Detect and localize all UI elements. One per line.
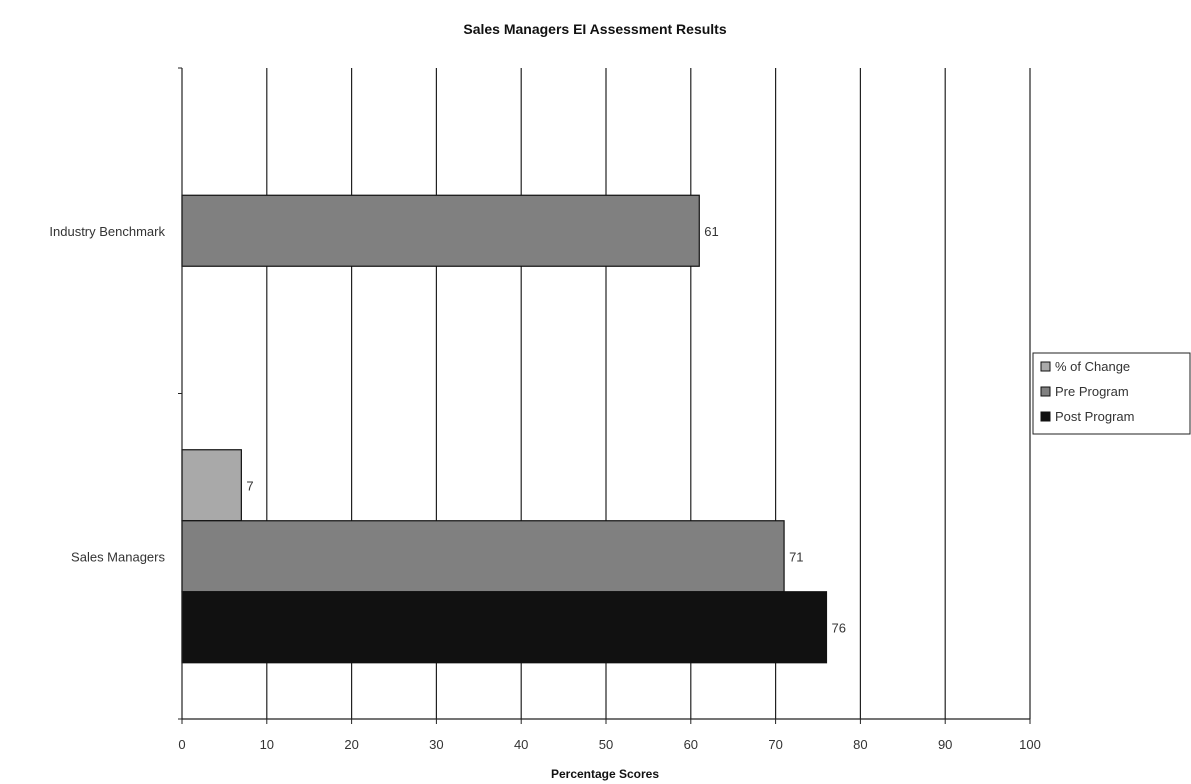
x-tick-label-10: 10	[260, 737, 274, 752]
x-tick-label-60: 60	[684, 737, 698, 752]
data-label-sales-managers-of-change: 7	[246, 478, 253, 493]
data-label-industry-benchmark-pre-program: 61	[704, 224, 718, 239]
x-tick-label-100: 100	[1019, 737, 1041, 752]
legend-label-of-change: % of Change	[1055, 359, 1130, 374]
legend-box	[1032, 352, 1191, 435]
x-tick-label-0: 0	[178, 737, 185, 752]
legend-label-post-program: Post Program	[1055, 409, 1134, 424]
legend-swatch-post-program	[1040, 411, 1051, 422]
bars	[181, 194, 828, 664]
x-tick-label-20: 20	[344, 737, 358, 752]
x-tick-label-40: 40	[514, 737, 528, 752]
bar-industry-benchmark-pre-program	[181, 194, 700, 267]
gridlines	[266, 68, 1031, 719]
legend-swatch-pre-program	[1040, 386, 1051, 397]
labels: 0 10 20 30 40 50 60 70 80 90 100 7 71 76 Sales Manager…	[49, 224, 1040, 752]
data-label-sales-managers-post-program: 76	[831, 620, 845, 635]
bar-sales-managers-pre-program	[181, 520, 785, 593]
x-axis-title: Percentage Scores	[551, 767, 659, 781]
axes	[178, 67, 1031, 724]
x-tick-label-90: 90	[938, 737, 952, 752]
legend-swatch-of-change	[1040, 361, 1051, 372]
chart-title: Sales Managers EI Assessment Results	[463, 21, 726, 37]
x-tick-label-50: 50	[599, 737, 613, 752]
legend: % of Change Pre Program Post Program	[1032, 352, 1191, 435]
category-label-sales-managers: Sales Managers	[71, 549, 165, 564]
x-tick-label-70: 70	[768, 737, 782, 752]
bar-sales-managers-post-program	[181, 591, 828, 664]
x-tick-label-80: 80	[853, 737, 867, 752]
data-label-sales-managers-pre-program: 71	[789, 549, 803, 564]
category-label-industry-benchmark: Industry Benchmark	[49, 224, 165, 239]
x-tick-label-30: 30	[429, 737, 443, 752]
bar-sales-managers-of-change	[181, 449, 242, 522]
legend-label-pre-program: Pre Program	[1055, 384, 1129, 399]
